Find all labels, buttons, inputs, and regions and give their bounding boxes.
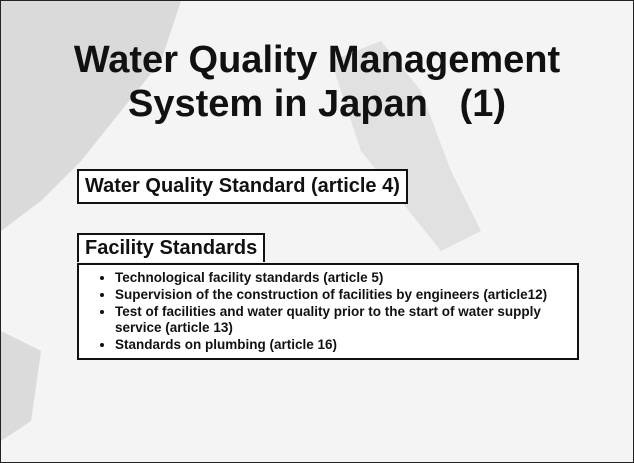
bullet-list: Technological facility standards (articl… (83, 270, 573, 353)
title-line: System in Japan (1) (127, 83, 506, 125)
bullet-item: Technological facility standards (articl… (115, 270, 573, 286)
facility-heading: Facility Standards (77, 233, 266, 262)
standard-box: Water Quality Standard (article 4) (77, 169, 408, 204)
bullet-item: Test of facilities and water quality pri… (115, 304, 573, 336)
bullet-item: Standards on plumbing (article 16) (115, 337, 573, 353)
facility-list: Technological facility standards (articl… (77, 263, 579, 360)
title-line: Water Quality Management (73, 39, 561, 81)
bullet-item: Supervision of the construction of facil… (115, 287, 573, 303)
